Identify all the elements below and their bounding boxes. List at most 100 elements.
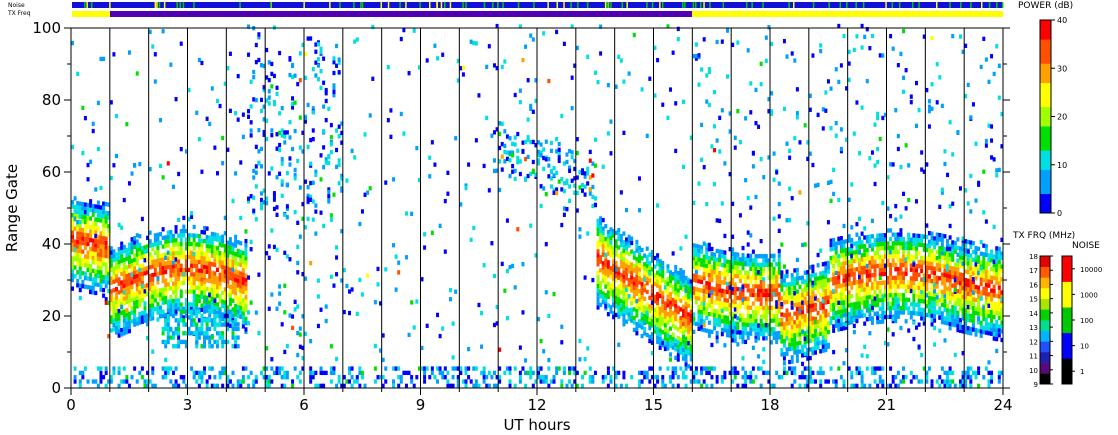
heatmap-cell [640,316,644,321]
heatmap-cell [692,264,696,270]
heatmap-cell [76,220,80,225]
heatmap-cell [215,98,219,104]
heatmap-cell [415,299,419,304]
heatmap-cell [500,154,504,159]
heatmap-cell [156,293,160,298]
heatmap-cell [751,292,755,298]
heatmap-cell [174,318,178,323]
heatmap-cell [96,204,100,210]
heatmap-cell [130,241,134,246]
heatmap-cell [96,256,100,262]
heatmap-cell [855,245,859,250]
heatmap-cell [868,277,872,283]
heatmap-cell [728,370,732,376]
heatmap-cell [78,270,82,275]
heatmap-cell [780,301,784,307]
heatmap-cell [725,332,729,338]
heatmap-cell [653,93,657,98]
heatmap-cell [293,307,297,312]
heatmap-cell [648,76,652,81]
heatmap-cell [609,253,613,258]
heatmap-cell [738,213,742,218]
heatmap-cell [630,288,634,293]
heatmap-cell [241,276,245,282]
heatmap-cell [738,296,742,301]
heatmap-cell [586,54,590,59]
heatmap-cell [663,346,667,352]
heatmap-cell [337,181,341,186]
heatmap-cell [689,318,693,323]
heatmap-cell [161,366,165,371]
heatmap-cell [643,309,647,314]
heatmap-cell [689,366,693,371]
heatmap-cell [733,256,737,261]
heatmap-cell [285,204,289,209]
heatmap-cell [865,263,869,269]
heatmap-cell [622,322,626,327]
heatmap-cell [821,331,825,336]
heatmap-cell [606,366,610,371]
heatmap-cell [814,328,817,334]
heatmap-cell [182,272,186,277]
heatmap-cell [842,383,846,388]
heatmap-cell [845,273,849,278]
heatmap-cell [120,304,124,309]
heatmap-cell [782,339,786,344]
heatmap-cell [213,322,217,327]
heatmap-cell [573,183,577,188]
heatmap-cell [795,257,799,263]
noise-track-mark [577,2,579,8]
heatmap-cell [203,273,207,278]
heatmap-cell [104,279,108,285]
heatmap-cell [148,295,152,300]
heatmap-cell [821,288,825,293]
heatmap-cell [221,161,225,166]
heatmap-cell [643,305,647,310]
heatmap-cell [288,72,292,78]
heatmap-cell [803,336,807,342]
heatmap-cell [316,294,320,299]
heatmap-cell [210,305,214,310]
heatmap-cell [782,313,786,318]
heatmap-cell [231,285,235,290]
heatmap-cell [200,242,204,248]
heatmap-cell [513,92,517,98]
heatmap-cell [814,294,817,299]
heatmap-cell [759,323,763,328]
heatmap-cell [332,366,336,371]
heatmap-cell [190,331,194,336]
heatmap-cell [146,383,150,388]
heatmap-cell [244,299,248,304]
heatmap-cell [102,56,106,62]
heatmap-cell [490,133,494,138]
heatmap-cell [148,379,152,384]
heatmap-cell [138,272,142,278]
heatmap-cell [99,244,103,249]
heatmap-cell [215,280,219,285]
heatmap-cell [728,320,732,325]
heatmap-cell [208,296,212,301]
heatmap-cell [239,254,243,259]
heatmap-cell [562,206,566,211]
heatmap-cell [159,270,163,276]
heatmap-cell [860,266,864,271]
heatmap-cell [648,295,652,301]
heatmap-cell [707,268,711,273]
heatmap-cell [863,257,867,262]
heatmap-cell [86,379,90,384]
heatmap-cell [187,289,191,294]
heatmap-cell [182,315,186,320]
heatmap-cell [148,282,152,287]
heatmap-cell [161,253,165,258]
heatmap-cell [298,234,302,239]
heatmap-cell [322,165,326,170]
heatmap-cell [107,215,111,220]
heatmap-cell [223,278,227,283]
noise-track-mark [586,2,589,8]
heatmap-cell [643,296,647,301]
heatmap-cell [886,301,890,307]
heatmap-cell [270,379,274,384]
heatmap-cell [772,279,776,284]
heatmap-cell [223,318,227,323]
heatmap-cell [208,335,212,340]
